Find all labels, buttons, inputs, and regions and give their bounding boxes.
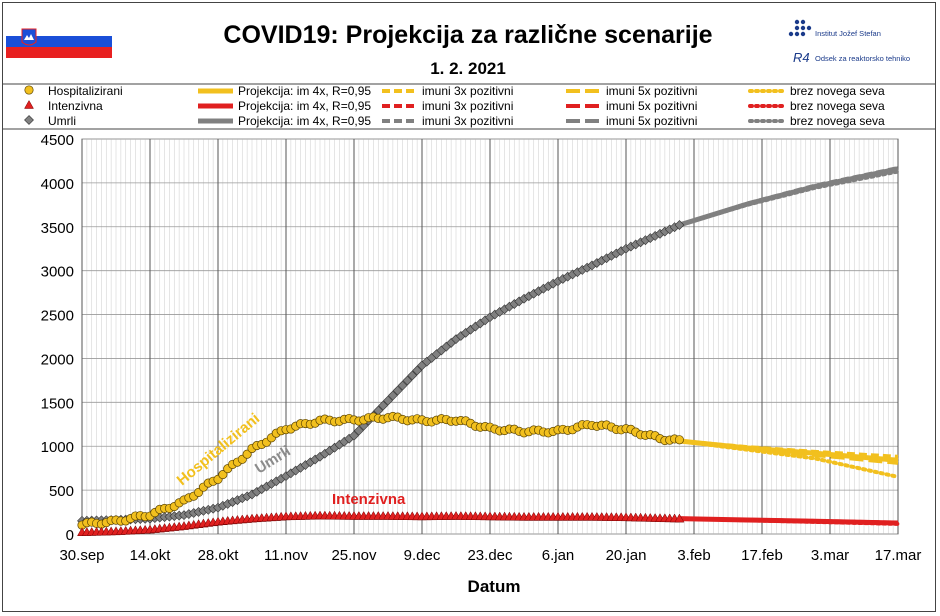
chart-date: 1. 2. 2021 <box>430 59 506 78</box>
legend-entry: imuni 5x pozitivni <box>606 114 697 128</box>
legend-entry: brez novega seva <box>790 99 885 113</box>
r4-logo-icon: R4 <box>793 50 810 65</box>
x-tick-label: 11.nov <box>264 547 308 564</box>
department-name: Odsek za reaktorsko tehniko <box>815 54 910 63</box>
legend-entry: Projekcija: im 4x, R=0,95 <box>238 114 371 128</box>
legend-entry: imuni 3x pozitivni <box>422 84 513 98</box>
data-point <box>218 470 228 480</box>
y-tick-label: 500 <box>49 483 74 500</box>
minor-gridlines <box>86 139 894 534</box>
data-point <box>24 99 34 109</box>
legend-entry: Projekcija: im 4x, R=0,95 <box>238 99 371 113</box>
data-point <box>407 370 418 381</box>
data-point <box>242 449 252 459</box>
data-point <box>378 400 389 411</box>
x-tick-label: 23.dec <box>467 547 513 564</box>
annotation-intenzivna: Intenzivna <box>332 491 406 508</box>
y-tick-label: 4500 <box>41 132 74 149</box>
x-tick-label: 14.okt <box>130 547 172 564</box>
projection-line-icu-dot <box>677 516 900 526</box>
x-tick-label: 3.mar <box>811 547 849 564</box>
institute-name: Institut Jožef Stefan <box>815 29 881 38</box>
data-point <box>353 425 364 436</box>
ijs-logo-icon <box>788 19 812 37</box>
legend-entry: brez novega seva <box>790 114 885 128</box>
data-point <box>397 380 408 391</box>
projection-line-hosp-dash <box>679 439 899 459</box>
y-tick-label: 1500 <box>41 395 74 412</box>
data-point <box>24 85 34 95</box>
x-tick-label: 28.okt <box>198 547 240 564</box>
data-point <box>349 430 359 441</box>
data-point <box>412 365 423 376</box>
legend-entry: Projekcija: im 4x, R=0,95 <box>238 84 371 98</box>
series-intenzivna <box>77 510 685 536</box>
projection-line-hosp-dash-long <box>679 439 899 465</box>
x-tick-label: 20.jan <box>606 547 647 564</box>
data-point <box>674 220 685 230</box>
plot-area: 0 500 1000 1500 2000 2500 3000 3500 4000 4500 30.s… <box>41 132 922 564</box>
x-tick-label: 30.sep <box>59 547 104 564</box>
x-tick-label: 6.jan <box>542 547 575 564</box>
data-point <box>24 115 34 125</box>
x-tick-label: 17.mar <box>875 547 922 564</box>
data-point <box>392 385 403 396</box>
legend-entry: imuni 5x pozitivni <box>606 84 697 98</box>
slovenia-flag-icon <box>6 24 112 58</box>
series-hospitalizirani <box>77 411 684 530</box>
y-tick-label: 3500 <box>41 220 74 237</box>
data-point <box>674 435 684 445</box>
legend-entry: imuni 5x pozitivni <box>606 99 697 113</box>
x-tick-label: 25.nov <box>331 547 377 564</box>
legend-label: Intenzivna <box>48 99 103 113</box>
legend-entry: imuni 3x pozitivni <box>422 114 513 128</box>
chart-title: COVID19: Projekcija za različne scenarij… <box>223 21 712 49</box>
x-tick-label: 9.dec <box>404 547 441 564</box>
legend-label: Hospitalizirani <box>48 84 123 98</box>
data-point <box>402 375 413 386</box>
x-tick-label: 3.feb <box>677 547 710 564</box>
legend-entry: imuni 3x pozitivni <box>422 99 513 113</box>
y-tick-label: 3000 <box>41 264 74 281</box>
data-point <box>674 513 685 523</box>
y-tick-label: 0 <box>66 527 74 544</box>
r4-logo-text: R4 <box>793 50 810 65</box>
y-tick-label: 4000 <box>41 176 74 193</box>
x-axis-title: Datum <box>468 577 521 596</box>
projection-line-deaths-dot <box>677 169 900 227</box>
x-tick-label: 17.feb <box>741 547 783 564</box>
y-tick-label: 1000 <box>41 439 74 456</box>
y-tick-label: 2500 <box>41 308 74 325</box>
data-point <box>387 390 398 401</box>
y-tick-label: 2000 <box>41 351 74 368</box>
data-point <box>383 395 393 406</box>
legend: Hospitalizirani Projekcija: im 4x, R=0,95… <box>24 84 885 128</box>
legend-entry: brez novega seva <box>790 84 885 98</box>
legend-label: Umrli <box>48 114 76 128</box>
projection-line-hosp-dot <box>677 439 900 479</box>
